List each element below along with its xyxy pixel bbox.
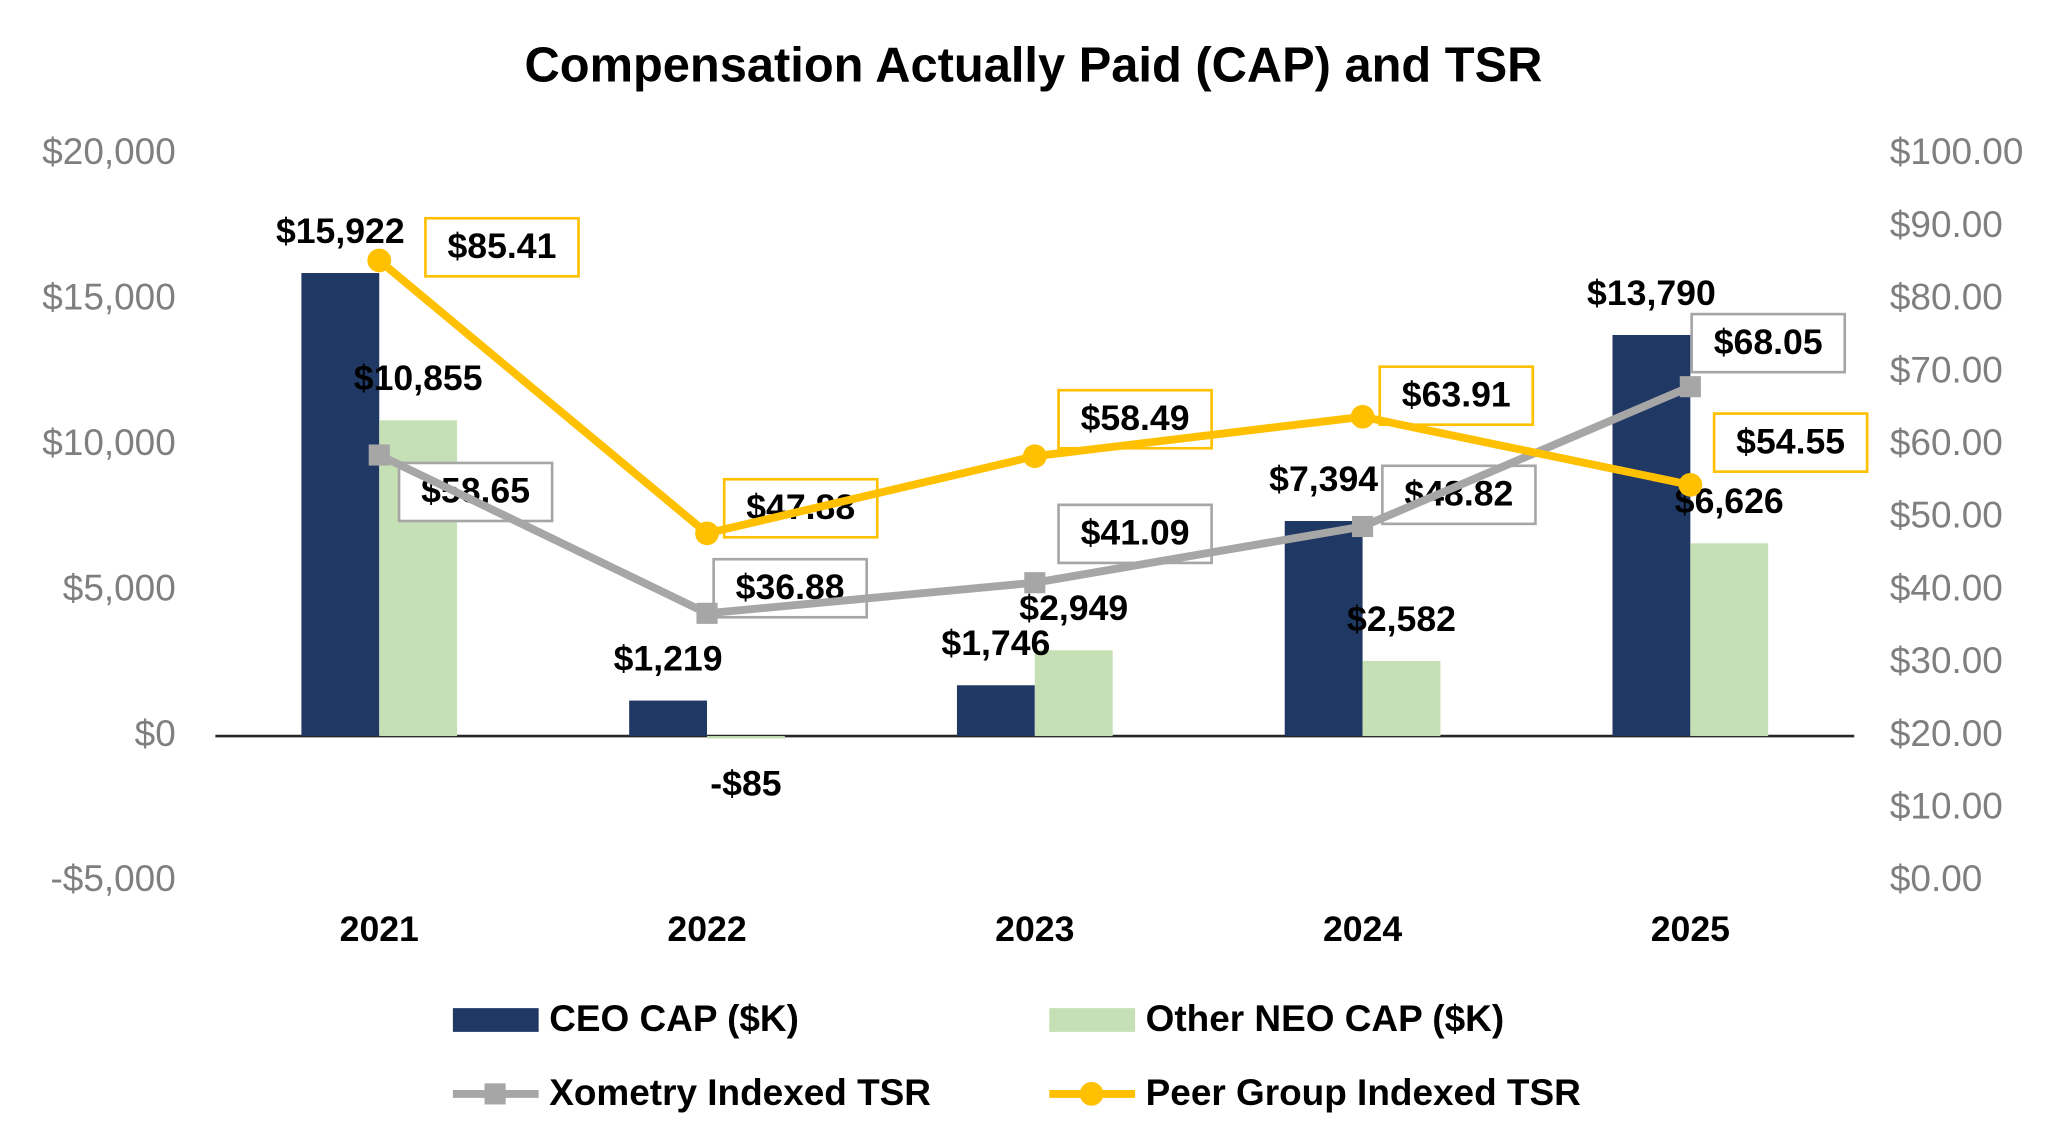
tsr-label: $58.65 [397,461,554,523]
marker [367,248,392,273]
bar [1034,650,1113,737]
y2-tick-label: $80.00 [1890,277,2003,318]
bar [1690,543,1769,737]
bar-value-label: $2,582 [1347,599,1456,639]
x-tick-label: 2022 [667,909,746,949]
legend: CEO CAP ($K) Other NEO CAP ($K) Xometry In… [452,998,1581,1113]
bar [629,700,708,737]
legend-swatch [1049,1008,1136,1032]
bar-value-label: $13,790 [1587,273,1716,313]
bar-value-label: $15,922 [276,211,405,251]
legend-label: Xometry Indexed TSR [549,1072,931,1113]
y2-tick-label: $40.00 [1890,567,2003,608]
y-tick-label: $0 [135,713,176,754]
y-tick-label: $5,000 [63,567,176,608]
bar-value-label: $1,746 [941,623,1050,663]
tsr-label: $48.82 [1381,464,1537,526]
bar-value-label: $7,394 [1269,459,1378,499]
marker [1679,376,1701,398]
y2-tick-label: $60.00 [1890,422,2003,463]
bar-value-label: $2,949 [1019,588,1128,628]
chart-title: Compensation Actually Paid (CAP) and TSR [525,39,1543,93]
marker [1350,404,1375,429]
bar-value-label: $10,855 [354,358,483,398]
label-box [1712,412,1869,473]
lines [367,248,1703,624]
bar [707,736,785,739]
tsr-label: $63.91 [1378,365,1535,427]
bars [301,272,1769,739]
legend-label: Peer Group Indexed TSR [1146,1072,1581,1113]
marker [1678,472,1703,497]
bar [1362,660,1441,737]
tsr-value-label: $63.91 [1402,374,1511,414]
label-box [1690,312,1847,374]
bar [1284,521,1363,737]
legend-marker [484,1083,506,1105]
tsr-value-label: $68.05 [1714,322,1823,362]
y2-tick-label: $10.00 [1890,786,2003,827]
tsr-value-label: $41.09 [1081,513,1190,553]
x-tick-label: 2025 [1651,909,1730,949]
marker [1024,572,1046,594]
tsr-value-label: $58.49 [1081,398,1190,438]
y2-tick-label: $30.00 [1890,640,2003,681]
label-box [1381,464,1537,526]
bar-value-label: -$85 [710,764,781,804]
marker [1352,515,1374,538]
x-tick-label: 2024 [1323,909,1402,949]
tsr-value-label: $85.41 [448,226,557,266]
bar-value-label: $1,219 [614,638,723,678]
x-tick-label: 2023 [995,909,1074,949]
marker [368,444,390,466]
y-tick-label: $10,000 [42,422,176,463]
y-tick-label: $20,000 [42,131,176,172]
label-box [424,216,580,278]
y-tick-label: -$5,000 [50,858,175,899]
tsr-value-label: $54.55 [1736,421,1845,461]
bar [956,685,1035,737]
tsr-label: $68.05 [1690,312,1847,374]
tsr-label: $85.41 [424,216,580,278]
legend-label: Other NEO CAP ($K) [1146,998,1504,1039]
y2-tick-label: $50.00 [1890,495,2003,536]
tsr-value-label: $48.82 [1404,474,1513,514]
marker [1022,444,1047,469]
y2-tick-label: $100.00 [1890,131,2024,172]
bar [301,272,380,737]
marker [696,602,718,624]
tsr-label: $47.88 [722,477,879,539]
tsr-label: $54.55 [1712,412,1869,473]
y2-tick-label: $0.00 [1890,858,1982,899]
y-tick-label: $15,000 [42,277,176,318]
y2-tick-label: $70.00 [1890,349,2003,390]
tsr-label: $41.09 [1057,503,1213,565]
y2-tick-label: $20.00 [1890,713,2003,754]
legend-marker [1079,1082,1104,1106]
marker [695,521,719,546]
x-tick-label: 2021 [340,909,419,949]
labels: $15,922 $1,219 $1,746 $7,394 $13,790 $10,855 -… [276,211,1869,804]
y2-tick-label: $90.00 [1890,204,2003,245]
legend-swatch [452,1008,539,1032]
label-box [1378,365,1535,427]
legend-label: CEO CAP ($K) [549,998,799,1039]
